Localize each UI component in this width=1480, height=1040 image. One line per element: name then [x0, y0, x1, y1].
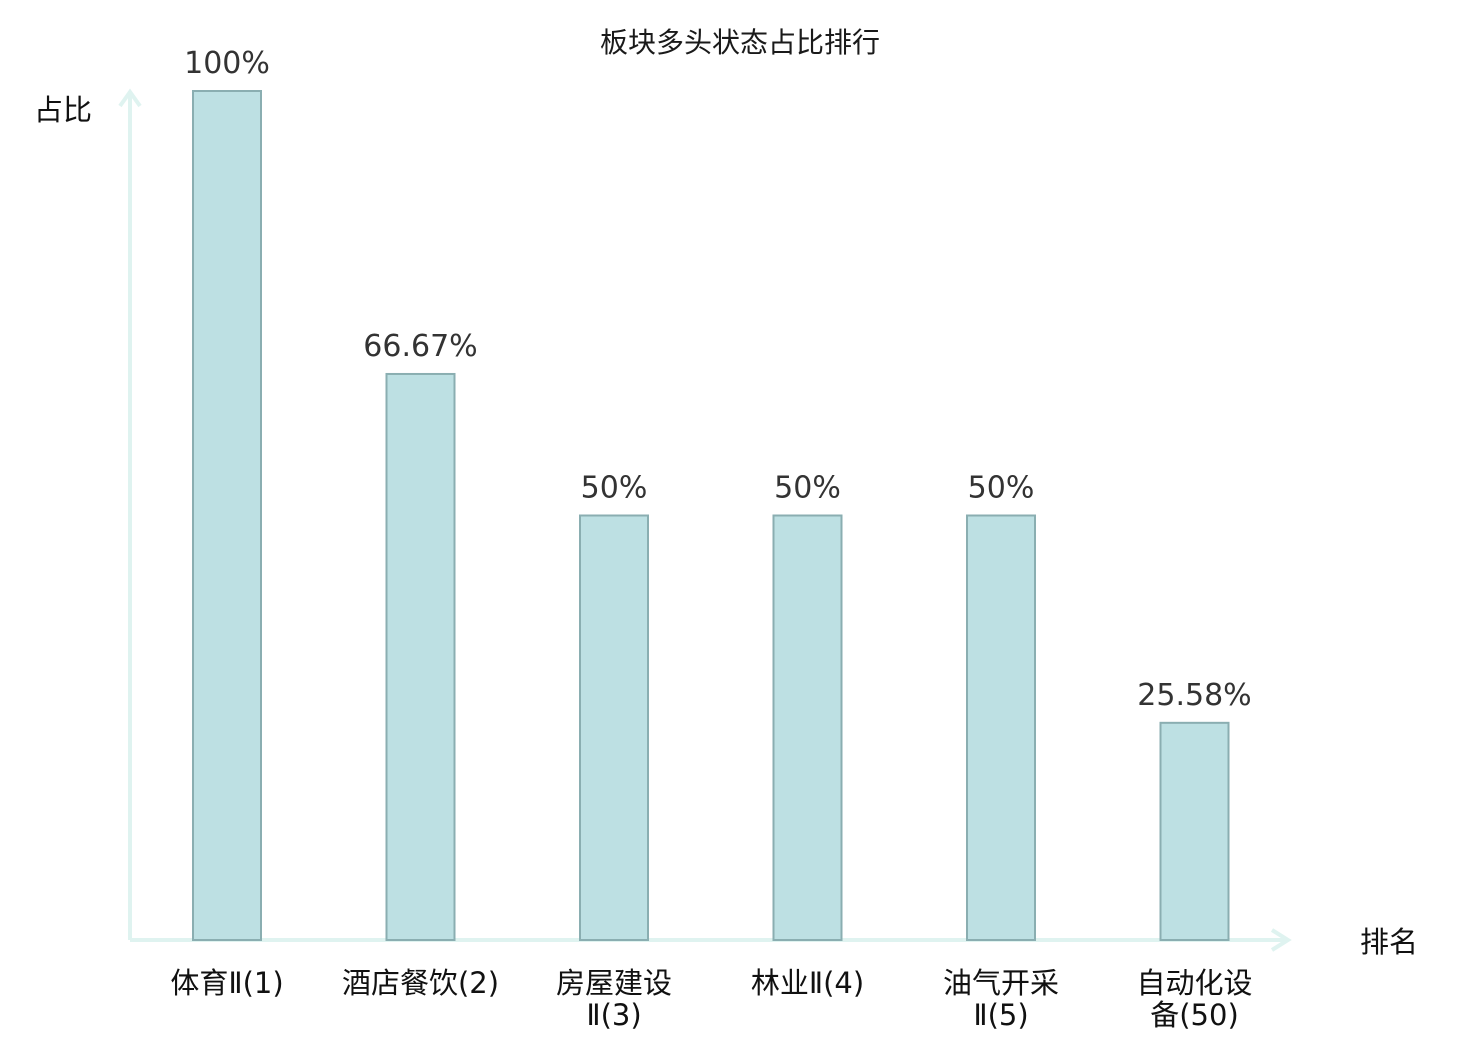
- value-label-1: 100%: [184, 46, 270, 81]
- value-label-3: 50%: [581, 471, 648, 506]
- category-label-5-line-2: Ⅱ(5): [973, 998, 1028, 1032]
- bar-4: [772, 514, 843, 941]
- bar-5: [966, 514, 1036, 941]
- value-label-5: 50%: [968, 471, 1035, 506]
- category-label-6-line-1: 自动化设: [1136, 966, 1252, 1000]
- bar-2: [385, 372, 456, 942]
- category-label-3-line-1: 房屋建设: [556, 966, 672, 1000]
- value-label-2: 66.67%: [363, 329, 477, 364]
- y-axis-label: 占比: [34, 93, 92, 127]
- x-axis: [130, 928, 1292, 952]
- x-axis-label: 排名: [1360, 925, 1418, 959]
- bar-3: [579, 514, 649, 941]
- category-label-6-line-2: 备(50): [1150, 998, 1239, 1032]
- y-axis-arrow: [118, 88, 142, 108]
- bar-1: [192, 90, 262, 941]
- category-label-3-line-2: Ⅱ(3): [586, 998, 641, 1032]
- chart-title: 板块多头状态占比排行: [600, 26, 880, 59]
- x-axis-arrow: [1270, 928, 1292, 952]
- category-label-4: 林业Ⅱ(4): [751, 966, 864, 1000]
- value-labels-group: 100% 66.67% 50% 50% 50% 25.58%: [184, 46, 1252, 713]
- value-label-6: 25.58%: [1137, 678, 1251, 713]
- value-label-4: 50%: [774, 471, 841, 506]
- bars-group: [192, 90, 1230, 942]
- category-label-1: 体育Ⅱ(1): [170, 966, 283, 1000]
- bar-6: [1159, 721, 1230, 941]
- category-label-2: 酒店餐饮(2): [342, 966, 499, 1000]
- y-axis: [118, 88, 142, 940]
- category-label-5-line-1: 油气开采: [943, 966, 1059, 1000]
